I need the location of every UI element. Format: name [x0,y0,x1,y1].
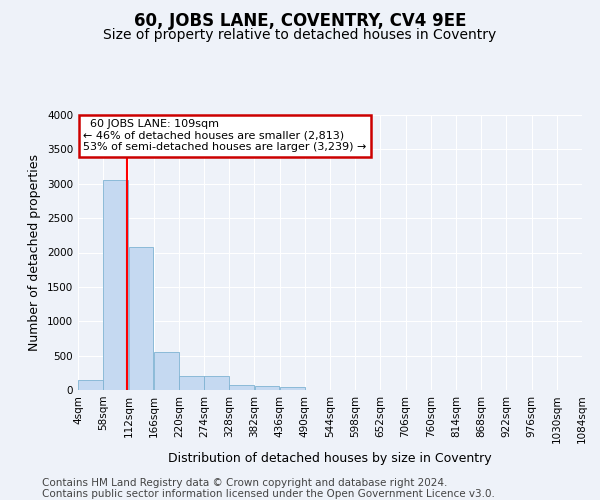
Text: Contains HM Land Registry data © Crown copyright and database right 2024.: Contains HM Land Registry data © Crown c… [42,478,448,488]
Bar [103,180,128,390]
Text: Size of property relative to detached houses in Coventry: Size of property relative to detached ho… [103,28,497,42]
Bar [204,376,229,390]
Bar [229,385,254,390]
X-axis label: Distribution of detached houses by size in Coventry: Distribution of detached houses by size … [168,452,492,465]
Bar [128,247,154,390]
Text: 60, JOBS LANE, COVENTRY, CV4 9EE: 60, JOBS LANE, COVENTRY, CV4 9EE [134,12,466,30]
Text: 60 JOBS LANE: 109sqm
← 46% of detached houses are smaller (2,813)
53% of semi-de: 60 JOBS LANE: 109sqm ← 46% of detached h… [83,119,367,152]
Text: Contains public sector information licensed under the Open Government Licence v3: Contains public sector information licen… [42,489,495,499]
Bar [280,386,305,390]
Bar [254,386,280,390]
Bar [154,352,179,390]
Bar [179,376,204,390]
Bar [78,380,103,390]
Y-axis label: Number of detached properties: Number of detached properties [28,154,41,351]
